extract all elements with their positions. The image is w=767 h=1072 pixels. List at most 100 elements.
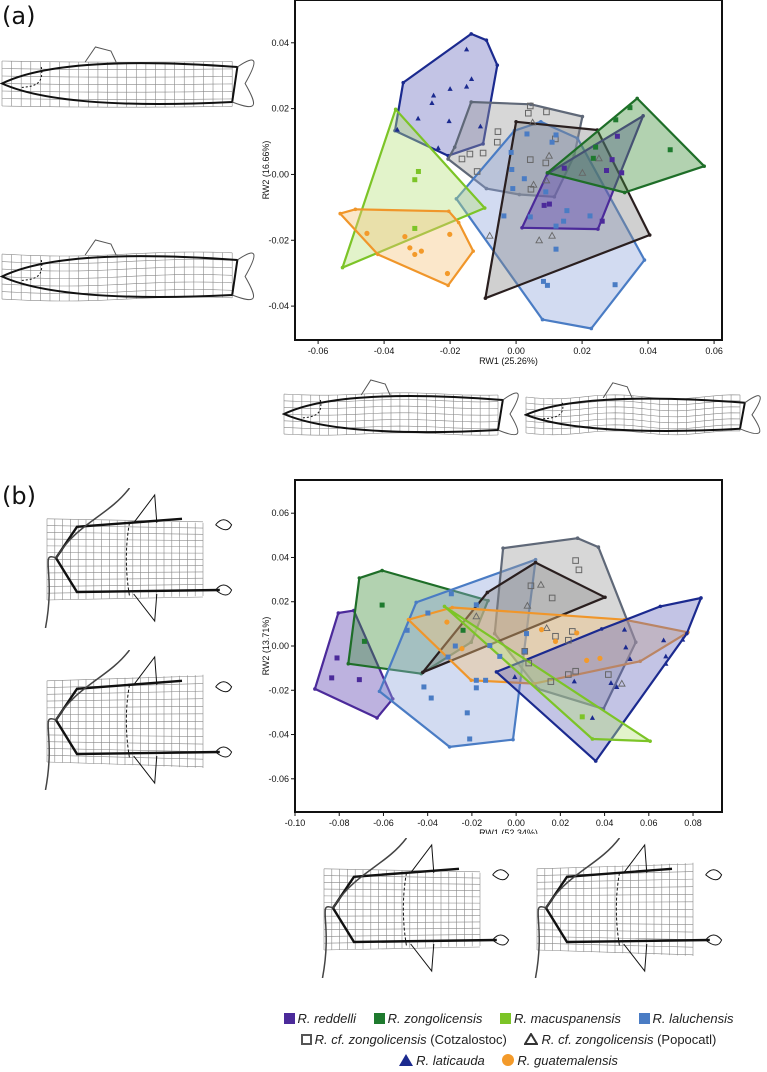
- fin-upper: [410, 843, 435, 874]
- data-point-reddelli: [614, 133, 620, 139]
- data-point-zongolicensis: [590, 155, 596, 161]
- x-tick-label: 0.04: [596, 818, 614, 828]
- data-point-laticauda: [463, 83, 470, 89]
- data-point-cotzalostoc: [466, 150, 474, 158]
- data-point-laluchensis: [473, 685, 479, 691]
- data-point-laticauda: [571, 678, 577, 684]
- hull-vertex-guatemalensis: [446, 209, 451, 214]
- hull-vertex-popocatl: [533, 560, 538, 565]
- square-marker-icon: [283, 1013, 295, 1024]
- hull-vertex-popocatl: [514, 119, 518, 124]
- fin-lower: [623, 943, 648, 973]
- data-point-laluchensis: [553, 132, 559, 138]
- hull-vertex-reddelli: [375, 716, 379, 720]
- deformation-grid: [46, 518, 204, 601]
- hull-vertex-zongolicensis: [635, 96, 639, 101]
- square-marker-icon: [499, 1013, 511, 1024]
- data-point-guatemalensis: [552, 638, 559, 644]
- data-point-cotzalostoc: [493, 138, 501, 146]
- data-point-laluchensis: [428, 695, 434, 701]
- data-point-popocatl: [542, 176, 551, 184]
- data-point-guatemalensis: [574, 630, 580, 636]
- data-point-guatemalensis: [597, 655, 603, 661]
- hull-laluchensis: [455, 120, 646, 330]
- data-point-reddelli: [334, 655, 340, 661]
- hull-vertex-laluchensis: [511, 737, 515, 742]
- fish-body-outline: [0, 62, 239, 106]
- x-tick-label: -0.08: [329, 818, 350, 828]
- data-point-laluchensis: [445, 654, 451, 660]
- operculum-line: [20, 259, 43, 281]
- y-tick-label: 0.06: [271, 508, 289, 518]
- y-tick-label: 0.00: [271, 169, 289, 179]
- data-point-laluchensis: [540, 278, 546, 284]
- hull-vertex-cotzalostoc: [633, 640, 638, 645]
- data-point-laluchensis: [561, 218, 567, 224]
- hull-vertex-macuspanensis: [393, 107, 398, 112]
- data-point-laluchensis: [464, 710, 470, 716]
- hull-vertex-laticauda: [481, 142, 485, 146]
- head-dorsal-deformation-grid: [44, 488, 233, 628]
- hull-vertex-laticauda: [495, 63, 500, 67]
- caudal-fin: [497, 392, 519, 436]
- data-point-cotzalostoc: [526, 156, 534, 163]
- data-point-guatemalensis: [418, 248, 424, 254]
- data-point-laticauda: [589, 715, 596, 720]
- hull-vertex-laluchensis: [377, 689, 382, 694]
- hull-vertex-guatemalensis: [353, 207, 358, 212]
- data-point-popocatl: [523, 601, 532, 609]
- data-point-laticauda: [663, 660, 669, 666]
- hull-vertex-macuspanensis: [340, 265, 345, 270]
- hull-vertex-laluchensis: [575, 136, 580, 141]
- data-point-laluchensis: [508, 149, 514, 155]
- hull-vertex-guatemalensis: [469, 678, 474, 683]
- circle-marker-icon: [502, 1054, 515, 1066]
- data-point-laluchensis: [421, 684, 427, 690]
- midline-dashed: [402, 872, 407, 947]
- data-point-popocatl: [548, 231, 557, 239]
- hull-vertex-reddelli: [313, 687, 317, 691]
- deformation-grid: [1, 60, 233, 108]
- hull-vertex-guatemalensis: [406, 617, 411, 622]
- operculum-line: [543, 402, 564, 420]
- data-point-cotzalostoc: [547, 678, 555, 685]
- plot-frame: [294, 0, 723, 341]
- data-point-cotzalostoc: [527, 582, 535, 590]
- caudal-lobe: [705, 934, 723, 946]
- legend-item-cotzalostoc: R. cf. zongolicensis (Cotzalostoc): [300, 1029, 507, 1050]
- hull-vertex-guatemalensis: [446, 283, 450, 288]
- open-triangle-marker-icon: [523, 1032, 540, 1045]
- legend-item-laticauda: R. laticauda: [399, 1050, 485, 1071]
- x-tick-label: -0.06: [373, 818, 394, 828]
- hull-laticauda: [393, 32, 499, 157]
- data-point-cotzalostoc: [521, 648, 529, 655]
- hull-vertex-laticauda: [658, 604, 663, 609]
- hull-vertex-laluchensis: [539, 119, 543, 124]
- data-point-laticauda: [680, 636, 686, 642]
- data-point-laluchensis: [501, 213, 507, 219]
- hull-vertex-reddelli: [520, 225, 524, 230]
- open-square-marker-icon: [300, 1034, 312, 1045]
- fish-lateral-deformation-grid: [0, 239, 255, 302]
- square-marker-icon: [638, 1013, 650, 1024]
- data-point-popocatl: [594, 154, 603, 162]
- x-tick-label: 0.00: [507, 818, 525, 828]
- data-point-cotzalostoc: [542, 159, 550, 167]
- data-point-popocatl: [528, 118, 537, 126]
- data-point-cotzalostoc: [525, 659, 533, 667]
- x-axis-label: RW1 (25.26%): [479, 356, 538, 366]
- hull-vertex-laticauda: [494, 670, 499, 674]
- hull-vertex-cotzalostoc: [596, 545, 601, 549]
- data-point-zongolicensis: [361, 638, 367, 644]
- data-point-popocatl: [578, 168, 587, 176]
- hull-vertex-laluchensis: [540, 317, 545, 322]
- data-point-laluchensis: [497, 653, 503, 659]
- hull-vertex-laticauda: [484, 38, 489, 42]
- hull-macuspanensis: [341, 108, 486, 269]
- hull-vertex-popocatl: [421, 670, 425, 675]
- data-point-laluchensis: [543, 189, 549, 195]
- hull-vertex-zongolicensis: [545, 170, 550, 175]
- data-point-laluchensis: [553, 223, 559, 229]
- data-point-zongolicensis: [613, 117, 619, 123]
- data-point-laluchensis: [612, 282, 618, 288]
